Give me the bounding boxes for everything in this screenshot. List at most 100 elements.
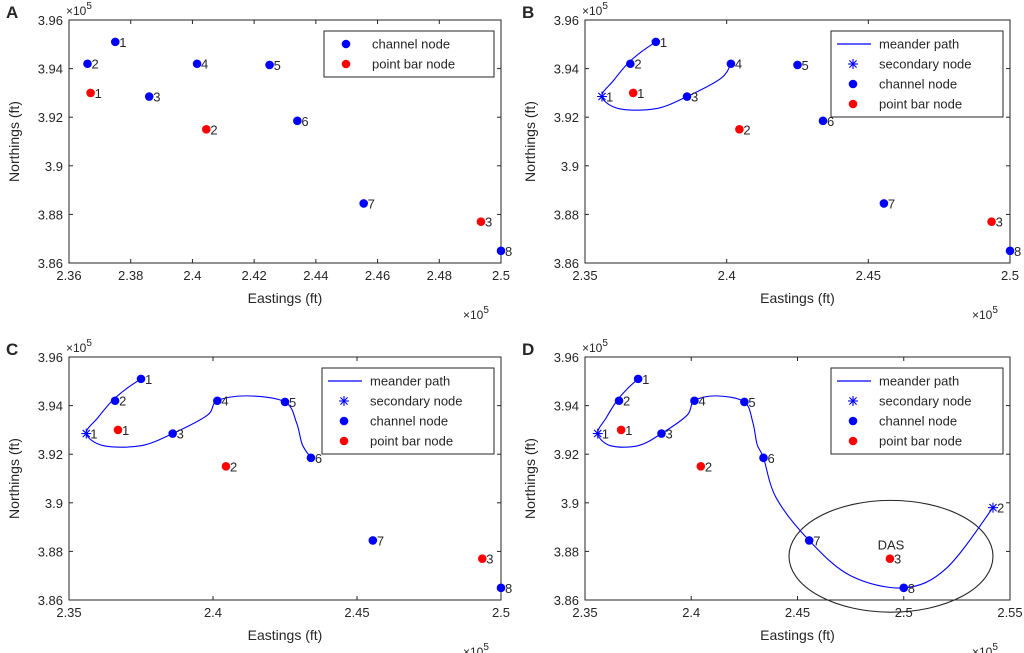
y-tick-label: 3.88 (38, 207, 63, 222)
node-label: 4 (221, 394, 228, 409)
node-label: 2 (997, 501, 1004, 516)
y-tick-label: 3.96 (554, 13, 579, 28)
legend-box (830, 30, 1004, 118)
node-label: 6 (315, 451, 322, 466)
channel-node-marker (368, 536, 378, 545)
node-label: 1 (606, 90, 613, 105)
node-label: 3 (666, 427, 673, 442)
legend: meander path secondary node channel node po… (830, 367, 1004, 455)
x-tick-label: 2.45 (785, 605, 810, 620)
channel-node-marker (192, 59, 202, 69)
channel-node-marker (651, 37, 661, 47)
star-stroke (849, 60, 857, 68)
y-tick-label: 3.92 (554, 110, 579, 125)
x-tick-label: 2.4 (183, 268, 201, 283)
node-label: 5 (289, 395, 296, 410)
node-label: 5 (274, 58, 281, 73)
y-axis-label: Northings (ft) (522, 438, 538, 519)
point-bar-node-marker (735, 125, 744, 134)
star-stroke (340, 397, 348, 405)
legend-label: channel node (370, 414, 448, 429)
channel-node-marker (614, 396, 624, 406)
node-label: 7 (813, 533, 820, 548)
node-label: 3 (996, 215, 1003, 230)
legend-label: secondary node (879, 57, 972, 72)
y-tick-label: 3.86 (554, 256, 579, 271)
x-exponent-base: ×10 (972, 645, 993, 653)
x-exponent: ×105 (972, 305, 998, 322)
legend-dot-swatch (341, 39, 351, 49)
x-exponent: ×105 (463, 642, 489, 653)
y-axis-label: Northings (ft) (6, 438, 22, 519)
node-label: 3 (153, 90, 160, 105)
y-tick-label: 3.94 (38, 62, 63, 77)
y-tick-label: 3.94 (554, 62, 579, 77)
y-exponent: ×105 (66, 338, 92, 355)
x-axis-label: Eastings (ft) (760, 627, 835, 643)
y-tick-label: 3.88 (554, 544, 579, 559)
node-label: 3 (894, 552, 901, 567)
node-label: 1 (145, 372, 152, 387)
y-tick-label: 3.86 (38, 256, 63, 271)
channel-node-marker (1005, 246, 1015, 256)
x-tick-label: 2.5 (492, 268, 510, 283)
node-label: 6 (301, 114, 308, 129)
x-exponent-base: ×10 (463, 645, 484, 653)
secondary-node-marker (81, 428, 92, 439)
y-tick-label: 3.86 (554, 593, 579, 608)
star-stroke (598, 92, 606, 101)
legend-label: channel node (372, 37, 450, 52)
node-label: 8 (505, 244, 512, 259)
node-label: 2 (743, 122, 750, 137)
node-label: 1 (602, 427, 609, 442)
y-exponent-base: ×10 (582, 341, 603, 355)
legend-dot-swatch (339, 436, 349, 446)
x-tick-label: 2.4 (682, 605, 700, 620)
x-tick-label: 2.35 (572, 605, 597, 620)
channel-node-marker (496, 583, 506, 593)
legend: channel node point bar node (323, 30, 495, 78)
star-stroke (82, 429, 91, 438)
point-bar-node-marker (477, 554, 487, 563)
x-exponent: ×105 (463, 305, 489, 322)
node-label: 5 (748, 395, 755, 410)
y-tick-label: 3.96 (38, 13, 63, 28)
node-label: 4 (698, 394, 705, 409)
y-exponent: ×105 (582, 338, 608, 355)
panel-a: A 2.36 2.38 2.4 2.42 2.44 2.46 2.48 2.5 3.86 3.88 3… (6, 1, 512, 322)
point-bar-node-marker (476, 217, 486, 226)
legend-label: meander path (879, 374, 959, 389)
legend-label: secondary node (879, 394, 972, 409)
secondary-node-marker (988, 502, 998, 513)
legend-label: meander path (879, 37, 959, 52)
channel-node-marker (726, 59, 736, 69)
legend-star-swatch (339, 396, 349, 406)
legend-label: point bar node (879, 97, 962, 112)
panel-c: C 2.35 2.4 2.45 2.5 3.86 3.88 3.9 3.92 3.94 3.96 Ea… (6, 338, 512, 653)
y-exponent-power: 5 (86, 338, 92, 349)
legend-label: secondary node (370, 394, 463, 409)
point-bar-node-marker (202, 125, 211, 134)
y-tick-label: 3.9 (45, 496, 63, 511)
x-axis-label: Eastings (ft) (248, 627, 323, 643)
x-tick-label: 2.35 (572, 268, 597, 283)
legend-star-swatch (848, 396, 858, 406)
y-exponent: ×105 (66, 1, 92, 18)
meander-path-line (601, 41, 732, 111)
x-exponent-power: 5 (483, 642, 489, 653)
point-bar-node-marker (628, 88, 638, 98)
node-label: 1 (660, 35, 667, 50)
panel-label: A (6, 3, 18, 22)
y-tick-label: 3.94 (554, 399, 579, 414)
y-tick-label: 3.96 (554, 350, 579, 365)
node-label: 4 (201, 57, 208, 72)
x-tick-label: 2.55 (997, 605, 1022, 620)
node-label: 1 (642, 372, 649, 387)
node-label: 2 (634, 57, 641, 72)
star-stroke (989, 503, 997, 512)
y-exponent-base: ×10 (66, 4, 87, 18)
star-stroke (849, 397, 857, 405)
legend-label: point bar node (372, 57, 455, 72)
point-bar-node-marker (86, 88, 95, 98)
channel-node-marker (306, 453, 316, 463)
